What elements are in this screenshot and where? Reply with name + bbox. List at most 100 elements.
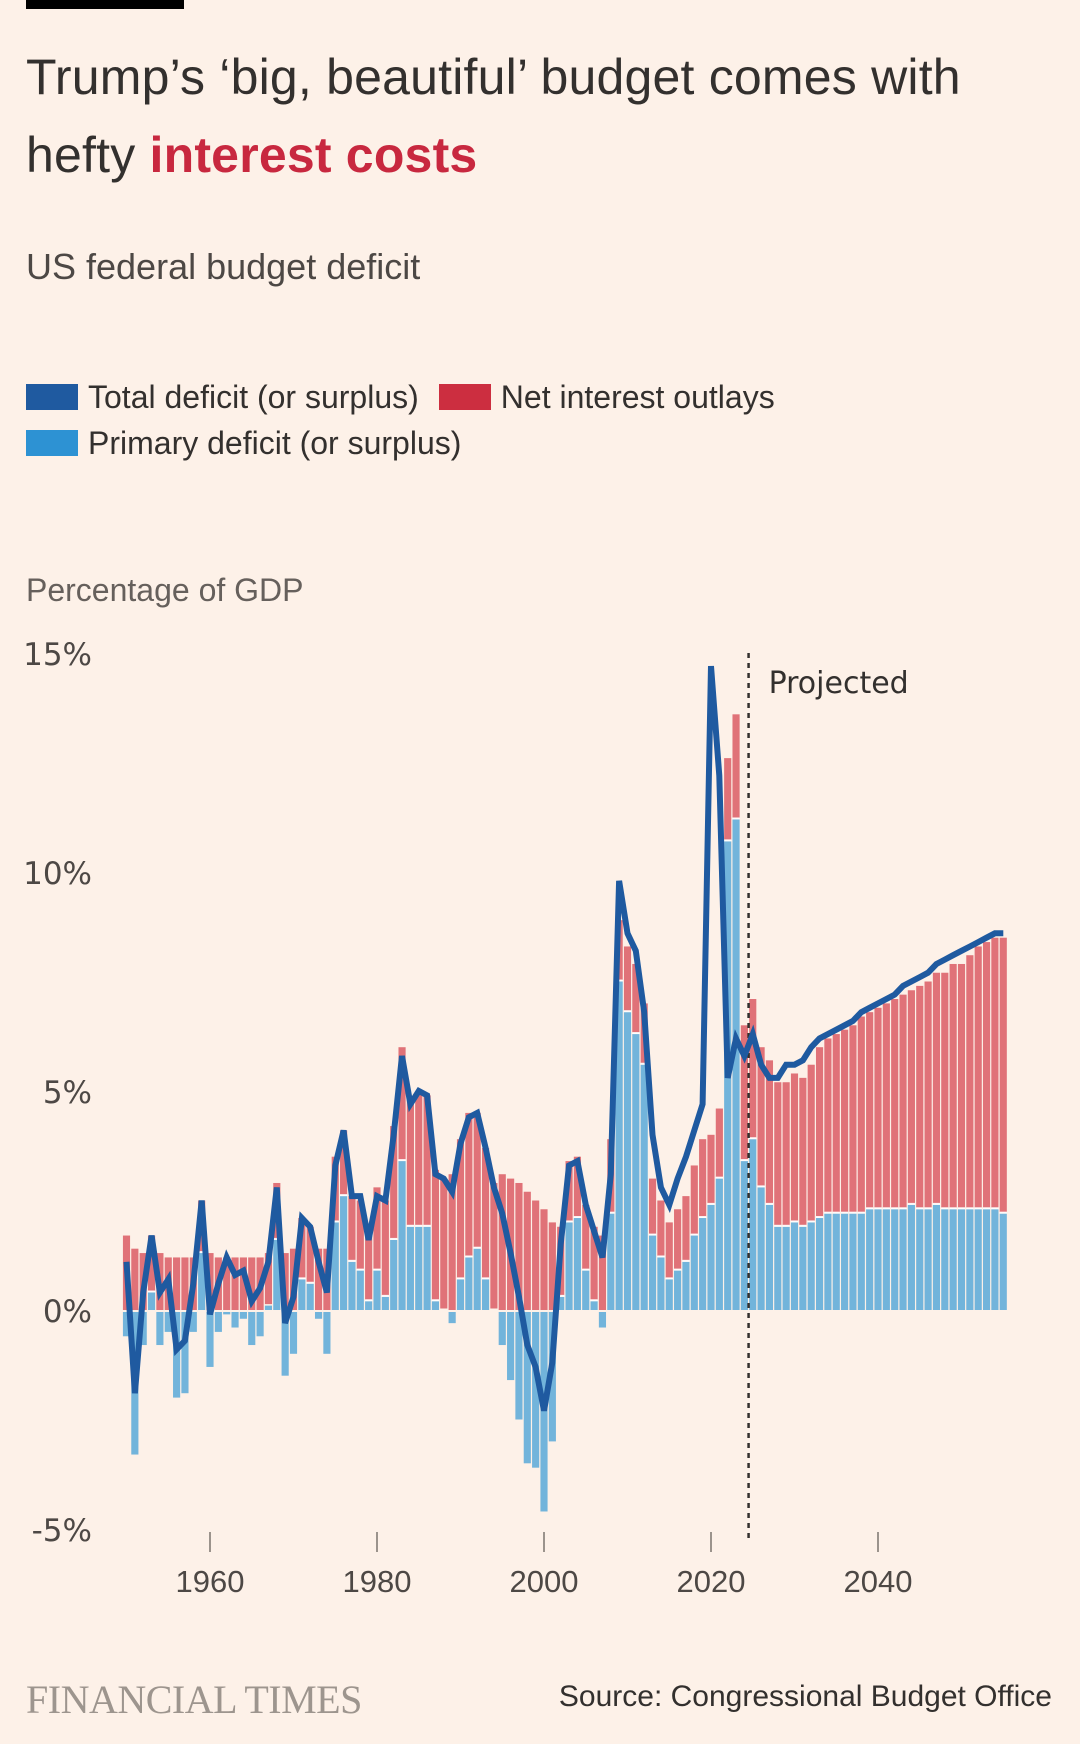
bar-separator [365,1299,373,1302]
primary-bar [415,1226,423,1310]
primary-bar [841,1213,849,1310]
x-ticks-layer: 1960 1980 2000 2020 2040 [176,1532,913,1599]
bar-separator [298,1277,306,1280]
primary-bar [799,1226,807,1310]
primary-bar [532,1312,540,1468]
interest-bar [231,1257,239,1310]
interest-bar [916,985,924,1208]
interest-bar [782,1082,790,1226]
bar-separator [373,1268,381,1271]
primary-bar [473,1248,481,1310]
interest-bar [264,1253,273,1305]
legend-swatch-total [26,384,78,410]
interest-bar [473,1112,481,1248]
bar-separator [799,1224,807,1227]
primary-bar [356,1270,364,1310]
bar-separator [465,1255,473,1258]
bar-separator [456,1277,465,1280]
primary-bar [699,1218,707,1310]
bar-separator [657,1255,665,1258]
primary-bar [156,1312,164,1346]
x-tick-label: 1980 [343,1564,412,1599]
interest-bar [891,999,899,1208]
interest-bar [790,1073,799,1221]
primary-bar [231,1312,239,1328]
primary-bar [331,1222,339,1310]
primary-bar [365,1301,373,1310]
primary-bar [381,1296,389,1310]
bar-separator [824,1211,832,1214]
interest-bar [540,1209,548,1310]
annotation-layer: Projected [747,653,909,1540]
interest-bar [849,1025,857,1213]
interest-bar [406,1099,414,1226]
primary-bar [248,1312,256,1346]
primary-bar [431,1301,440,1310]
interest-bar [423,1095,431,1226]
interest-bar [932,972,941,1204]
primary-bar [164,1312,172,1332]
interest-bar [982,942,991,1208]
bars-layer [122,714,1007,1512]
primary-bar [815,1218,824,1310]
interest-bar [740,1025,748,1160]
bar-separator [974,1207,982,1210]
interest-bar [799,1077,807,1226]
chart-title: Trump’s ‘big, beautiful’ budget comes wi… [26,38,1056,194]
interest-bar [724,758,732,840]
interest-bar [690,1165,698,1235]
interest-bar [866,1012,874,1208]
bar-separator [949,1207,957,1210]
bar-separator [857,1211,865,1214]
interest-bar [682,1196,690,1261]
bar-separator [390,1237,398,1240]
bar-separator [866,1207,874,1210]
interest-bar [749,999,757,1138]
x-tick-label: 2040 [844,1564,913,1599]
primary-bar [966,1209,974,1310]
interest-bar [532,1200,540,1310]
interest-bar [390,1126,398,1239]
legend-label-total: Total deficit (or surplus) [88,378,419,415]
primary-bar [774,1226,782,1310]
bar-separator [306,1281,314,1284]
interest-bar [398,1047,406,1160]
y-axis-label: Percentage of GDP [26,572,304,608]
bar-separator [348,1259,356,1262]
bar-separator [273,1237,281,1240]
bar-separator [999,1211,1007,1214]
primary-bar [999,1213,1007,1310]
primary-bar [916,1209,924,1310]
y-ticks-layer: 15% 10% 5% 0% -5% [23,637,92,1549]
primary-bar [565,1222,573,1310]
interest-bar [832,1034,840,1213]
bar-separator [924,1207,932,1210]
bar-separator [757,1185,765,1188]
bar-separator [724,839,732,842]
bar-separator [398,1159,406,1162]
bar-separator [782,1224,790,1227]
primary-bar [749,1139,757,1310]
ft-logo: FINANCIAL TIMES [26,1677,362,1722]
bar-separator [381,1294,389,1297]
primary-bar [373,1270,381,1310]
interest-bar [573,1156,581,1217]
primary-bar [874,1209,882,1310]
bar-separator [715,1176,723,1179]
interest-bar [949,963,957,1208]
bar-separator [882,1207,890,1210]
primary-bar [406,1226,414,1310]
bar-separator [573,1216,581,1219]
primary-bar [632,1034,640,1310]
primary-bar [824,1213,832,1310]
bar-separator [807,1220,815,1223]
primary-bar [648,1235,657,1310]
x-tick-label: 2020 [677,1564,746,1599]
primary-bar [665,1279,673,1310]
primary-bar [623,1012,632,1310]
primary-bar [448,1312,456,1324]
interest-bar [314,1248,323,1310]
interest-bar [356,1200,364,1270]
interest-bar [381,1200,389,1296]
interest-bar [239,1257,247,1310]
